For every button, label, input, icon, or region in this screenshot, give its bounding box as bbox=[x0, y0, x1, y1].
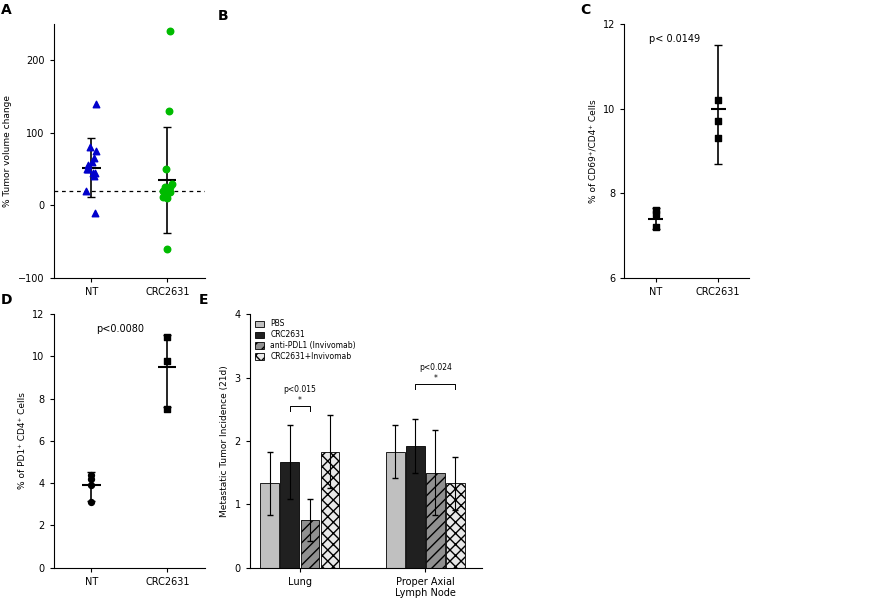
Point bbox=[89, 99, 103, 109]
Point bbox=[648, 205, 663, 215]
Bar bbox=[301, 520, 319, 568]
Point bbox=[159, 164, 173, 174]
Point bbox=[161, 332, 175, 342]
Point bbox=[84, 474, 98, 484]
Text: B: B bbox=[218, 9, 228, 23]
Point bbox=[84, 498, 98, 507]
Bar bbox=[406, 446, 425, 568]
Y-axis label: Metastatic Tumor Incidence (21d): Metastatic Tumor Incidence (21d) bbox=[220, 365, 229, 517]
Bar bbox=[260, 483, 279, 568]
Point bbox=[163, 27, 178, 36]
Point bbox=[711, 95, 725, 105]
Point bbox=[711, 133, 725, 143]
Point bbox=[87, 153, 101, 163]
Point bbox=[88, 168, 103, 178]
Point bbox=[160, 244, 174, 254]
Point bbox=[161, 356, 175, 365]
Point bbox=[161, 193, 175, 203]
Point bbox=[711, 117, 725, 126]
Text: p<0.024
*: p<0.024 * bbox=[419, 363, 451, 382]
Y-axis label: % Tumor volume change: % Tumor volume change bbox=[4, 95, 12, 207]
Bar bbox=[446, 483, 465, 568]
Point bbox=[79, 186, 94, 196]
Text: A: A bbox=[1, 3, 12, 17]
Point bbox=[160, 190, 174, 199]
Point bbox=[80, 164, 95, 174]
Bar bbox=[425, 472, 445, 568]
Point bbox=[648, 210, 663, 219]
Text: p<0.015
*: p<0.015 * bbox=[284, 385, 317, 405]
Point bbox=[79, 164, 94, 174]
Y-axis label: % of CD69⁺/CD4⁺ Cells: % of CD69⁺/CD4⁺ Cells bbox=[589, 99, 598, 203]
Bar bbox=[280, 462, 300, 568]
Point bbox=[158, 182, 172, 192]
Point bbox=[80, 161, 95, 170]
Point bbox=[87, 208, 102, 217]
Point bbox=[161, 185, 175, 194]
Point bbox=[162, 182, 177, 192]
Y-axis label: % of PD1⁺ CD4⁺ Cells: % of PD1⁺ CD4⁺ Cells bbox=[18, 393, 27, 489]
Point bbox=[648, 222, 663, 232]
Point bbox=[162, 106, 177, 116]
Text: C: C bbox=[581, 3, 591, 17]
Legend: PBS, CRC2631, anti-PDL1 (Invivomab), CRC2631+Invivomab: PBS, CRC2631, anti-PDL1 (Invivomab), CRC… bbox=[253, 318, 358, 362]
Point bbox=[87, 172, 101, 181]
Text: p<0.0080: p<0.0080 bbox=[96, 324, 144, 334]
Point bbox=[83, 143, 97, 152]
Point bbox=[165, 179, 179, 188]
Text: p< 0.0149: p< 0.0149 bbox=[649, 34, 700, 44]
Point bbox=[155, 192, 169, 202]
Bar bbox=[320, 452, 339, 568]
Point bbox=[84, 470, 98, 480]
Point bbox=[86, 157, 100, 167]
Text: D: D bbox=[1, 293, 12, 307]
Point bbox=[84, 481, 98, 490]
Text: E: E bbox=[199, 293, 208, 307]
Point bbox=[86, 168, 100, 178]
Point bbox=[89, 146, 103, 156]
Bar bbox=[385, 452, 405, 568]
Point bbox=[155, 186, 169, 196]
Point bbox=[163, 187, 178, 197]
Point bbox=[161, 405, 175, 414]
